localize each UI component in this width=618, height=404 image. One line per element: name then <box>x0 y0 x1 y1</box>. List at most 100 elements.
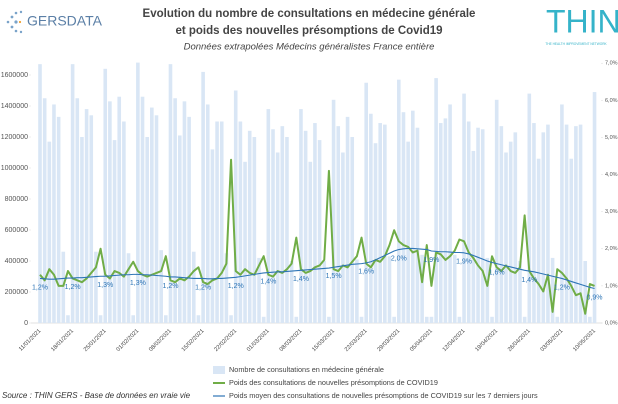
bar <box>108 101 112 323</box>
bar <box>145 137 149 323</box>
x-tick-label: 08/02/2021 <box>148 328 173 353</box>
data-label: 1,3% <box>130 280 146 287</box>
data-label: 1,5% <box>326 273 342 280</box>
bar <box>196 315 201 323</box>
bar <box>518 261 522 323</box>
bar <box>126 253 131 323</box>
bar <box>182 101 187 323</box>
bar <box>75 98 80 323</box>
bar <box>522 316 527 323</box>
bar <box>140 96 145 323</box>
bar <box>434 78 438 323</box>
legend-label: Poids des consultations de nouvelles pré… <box>229 378 438 387</box>
bar <box>233 90 238 323</box>
data-label: 1,6% <box>358 269 374 276</box>
x-tick-label: 01/03/2021 <box>246 328 271 353</box>
bar <box>448 104 452 323</box>
bar <box>229 315 233 323</box>
data-label: 1,4% <box>260 278 276 285</box>
bar <box>373 143 378 323</box>
bar <box>164 315 168 323</box>
bar <box>401 112 406 323</box>
bar <box>299 109 303 323</box>
bar <box>411 110 415 324</box>
y2-tick-label: 4,0% <box>605 172 618 178</box>
bar <box>387 256 392 323</box>
x-tick-label: 15/02/2021 <box>181 328 206 353</box>
bar <box>438 123 443 323</box>
bar <box>527 93 532 323</box>
bar <box>508 141 513 323</box>
x-tick-label: 01/02/2021 <box>116 328 141 353</box>
bar <box>313 123 317 323</box>
bar <box>490 316 494 323</box>
bar <box>261 316 266 323</box>
bar <box>159 250 163 323</box>
bar <box>154 115 159 323</box>
chart-title-line2: et poids des nouvelles présomptions de C… <box>175 25 442 37</box>
bar <box>494 99 499 323</box>
bar <box>378 123 382 323</box>
bar <box>336 126 341 324</box>
y-tick-label: 1000000 <box>1 165 28 172</box>
x-tick-label: 11/01/2021 <box>18 328 42 352</box>
bar <box>471 150 476 323</box>
bar <box>80 137 84 323</box>
y-tick-label: 200000 <box>5 289 28 296</box>
bar <box>224 253 229 323</box>
bar <box>569 158 574 323</box>
bar <box>136 62 140 323</box>
y-tick-label: 1400000 <box>1 103 28 110</box>
bar <box>383 124 387 323</box>
y-tick-label: 600000 <box>5 227 28 234</box>
bar <box>499 126 504 324</box>
bar <box>331 99 336 323</box>
bar <box>485 257 490 323</box>
bar <box>397 79 401 324</box>
bar <box>476 127 480 323</box>
x-tick-label: 22/03/2021 <box>344 328 369 353</box>
bar <box>406 141 410 323</box>
logo-right: THIN <box>546 3 618 39</box>
bar <box>564 124 569 323</box>
bar <box>205 104 210 323</box>
y2-tick-label: 3,0% <box>605 209 618 215</box>
bar <box>94 251 98 323</box>
bar <box>466 121 471 323</box>
bar <box>275 152 280 323</box>
bar <box>443 118 448 324</box>
x-tick-label: 15/03/2021 <box>311 328 336 353</box>
bar <box>513 132 518 323</box>
data-label: 1,2% <box>228 283 244 290</box>
x-tick-label: 05/04/2021 <box>409 328 434 353</box>
data-label: 1,2% <box>65 284 81 291</box>
legend-label: Poids moyen des consultations de nouvell… <box>229 391 538 400</box>
bar <box>350 137 355 323</box>
data-label: 1,2% <box>32 284 48 291</box>
bar <box>341 152 345 323</box>
bar <box>364 82 368 323</box>
bar <box>480 129 485 323</box>
bar <box>359 316 364 323</box>
x-tick-label: 29/03/2021 <box>377 328 402 353</box>
bar <box>187 116 191 323</box>
y2-tick-label: 2,0% <box>605 246 618 252</box>
legend-label: Nombre de consultations en médecine géné… <box>229 365 384 374</box>
bar <box>219 121 224 323</box>
data-label: 1,2% <box>554 284 570 291</box>
bar <box>103 68 108 323</box>
bar <box>266 109 271 323</box>
data-label: 0,9% <box>587 294 603 301</box>
bar <box>215 121 219 323</box>
x-tick-label: 22/02/2021 <box>213 328 238 353</box>
y-tick-label: 1200000 <box>1 134 28 141</box>
bar <box>52 104 56 323</box>
bar <box>122 121 126 323</box>
bar <box>392 316 396 323</box>
y-tick-label: 800000 <box>5 196 28 203</box>
bar <box>560 104 564 323</box>
bar <box>317 140 322 323</box>
bar <box>243 161 247 323</box>
data-label: 1,6% <box>489 269 505 276</box>
bar <box>70 64 75 324</box>
